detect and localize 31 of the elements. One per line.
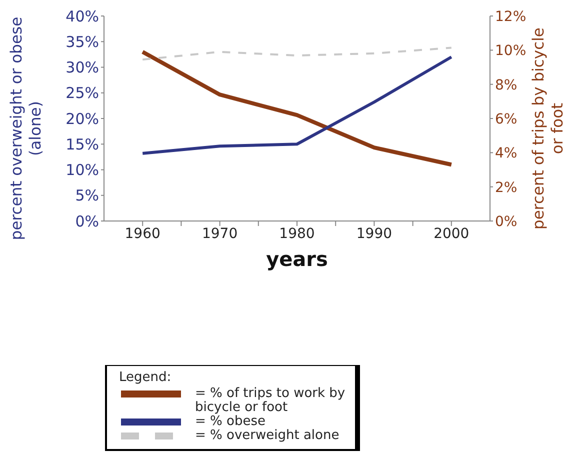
line-series [140,50,454,167]
y2-tick-label: 12% [495,8,526,25]
line-series [141,56,453,155]
x-tick-label: 1970 [202,226,238,242]
legend-label: = % overweight alone [195,428,340,443]
x-tick-label: 1980 [279,226,315,242]
legend-label: = % obese [195,414,266,429]
x-tick-label: 1960 [124,226,160,242]
y-tick-label: 20% [66,110,99,128]
y2-tick-label: 2% [495,180,518,196]
y-tick-label: 25% [66,84,99,102]
legend-label: = % of trips to work by bicycle or foot [195,386,346,415]
y-axis-title: percent overweight or obese (alone) [8,16,44,240]
y-tick-label: 10% [66,161,99,180]
y2-tick-label: 10% [495,43,526,60]
line-series [142,46,452,61]
y-tick-label: 35% [66,32,99,51]
y2-axis-title: percent of trips by bicycle or foot [530,28,566,230]
y-tick-label: 30% [66,58,99,77]
y-tick-label: 5% [75,186,99,205]
legend-title: Legend: [119,370,172,385]
y2-tick-label: 8% [495,77,518,94]
x-tick-label: 1990 [356,226,392,242]
y2-tick-label: 6% [495,111,518,128]
y2-tick-label: 4% [495,146,518,162]
x-tick-label: 2000 [434,226,470,242]
y-tick-label: 40% [66,7,99,26]
y-tick-label: 0% [75,212,99,230]
y-tick-label: 15% [66,135,99,154]
x-axis-title: years [266,247,328,271]
y2-tick-label: 0% [495,214,518,230]
